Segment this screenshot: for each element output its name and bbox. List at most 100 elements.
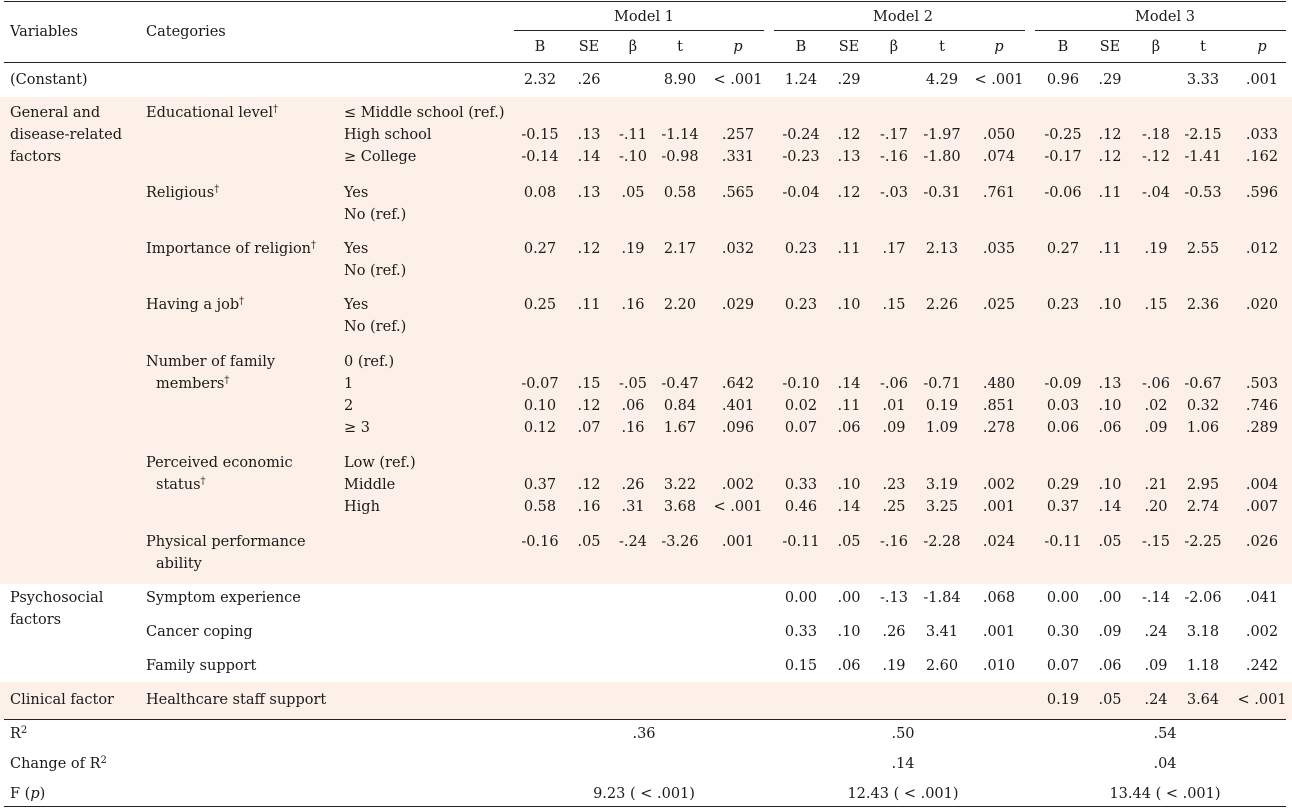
- value-cell: .020: [1245, 297, 1279, 313]
- superscript-mark: †: [224, 375, 230, 386]
- value-cell: .14: [837, 376, 861, 392]
- value-cell: 3.33: [1186, 72, 1220, 88]
- value-cell: .096: [721, 420, 755, 436]
- value-cell: .11: [1098, 241, 1122, 257]
- value-cell: 0.58: [523, 499, 557, 515]
- value-cell: .257: [721, 127, 755, 143]
- value-cell: 2.13: [925, 241, 959, 257]
- value-cell: 1.09: [925, 420, 959, 436]
- value-cell: 0.06: [1046, 420, 1080, 436]
- value-cell: 0.00: [784, 590, 818, 606]
- value-cell: < .001: [713, 72, 763, 88]
- group-label: disease-related: [10, 127, 122, 143]
- header-stat-t: t: [677, 39, 683, 55]
- header-stat-β: β: [889, 39, 899, 55]
- superscript-mark: †: [200, 476, 206, 487]
- value-cell: -0.04: [782, 185, 820, 201]
- value-cell: .15: [882, 297, 906, 313]
- summary-label: F (p): [10, 786, 46, 802]
- value-cell: 0.46: [784, 499, 818, 515]
- value-cell: .10: [1098, 398, 1122, 414]
- value-cell: -.13: [880, 590, 908, 606]
- header-stat-p: p: [1257, 39, 1267, 55]
- subcategory-label: ≥ College: [344, 149, 417, 165]
- value-cell: .15: [577, 376, 601, 392]
- value-cell: .10: [1098, 477, 1122, 493]
- value-cell: .09: [1144, 420, 1168, 436]
- shaded-band: [0, 682, 1292, 720]
- summary-value: .14: [891, 756, 915, 772]
- value-cell: .05: [621, 185, 645, 201]
- value-cell: -0.09: [1044, 376, 1082, 392]
- value-cell: .05: [1098, 534, 1122, 550]
- category-label: Family support: [146, 658, 257, 674]
- header-stat-se: SE: [578, 39, 600, 55]
- subcategory-label: 2: [344, 398, 354, 414]
- value-cell: .24: [1144, 692, 1168, 708]
- header-stat-β: β: [628, 39, 638, 55]
- category-label: Number of family: [146, 354, 276, 370]
- summary-value: .36: [632, 726, 656, 742]
- value-cell: -0.25: [1044, 127, 1082, 143]
- category-label: Cancer coping: [146, 624, 253, 640]
- subcategory-label: 1: [344, 376, 354, 392]
- value-cell: .11: [837, 398, 861, 414]
- summary-value: .04: [1153, 756, 1177, 772]
- value-cell: 0.32: [1186, 398, 1220, 414]
- value-cell: 4.29: [925, 72, 959, 88]
- value-cell: .12: [577, 477, 601, 493]
- value-cell: 3.25: [925, 499, 959, 515]
- value-cell: -.05: [619, 376, 647, 392]
- value-cell: -1.41: [1184, 149, 1222, 165]
- header-stat-se: SE: [838, 39, 860, 55]
- value-cell: .14: [837, 499, 861, 515]
- value-cell: < .001: [1237, 692, 1287, 708]
- value-cell: .13: [577, 127, 601, 143]
- value-cell: 0.07: [784, 420, 818, 436]
- value-cell: .12: [1098, 149, 1122, 165]
- subcategory-label: No (ref.): [344, 319, 407, 335]
- table-top-rule: [4, 1, 1286, 2]
- value-cell: .289: [1245, 420, 1279, 436]
- value-cell: 0.10: [523, 398, 557, 414]
- value-cell: .012: [1245, 241, 1279, 257]
- value-cell: .480: [982, 376, 1016, 392]
- value-cell: .13: [1098, 376, 1122, 392]
- value-cell: -.16: [880, 149, 908, 165]
- value-cell: .035: [982, 241, 1016, 257]
- value-cell: .331: [721, 149, 755, 165]
- value-cell: .11: [1098, 185, 1122, 201]
- value-cell: 2.17: [663, 241, 697, 257]
- value-cell: 2.74: [1186, 499, 1220, 515]
- value-cell: -.06: [880, 376, 908, 392]
- value-cell: .278: [982, 420, 1016, 436]
- value-cell: .16: [577, 499, 601, 515]
- value-cell: .007: [1245, 499, 1279, 515]
- group-label: factors: [10, 149, 62, 165]
- value-cell: -0.10: [782, 376, 820, 392]
- value-cell: -0.23: [782, 149, 820, 165]
- superscript-mark: †: [273, 104, 279, 115]
- category-label: members†: [156, 375, 230, 393]
- subcategory-label: ≤ Middle school (ref.): [344, 105, 505, 121]
- value-cell: 0.58: [663, 185, 697, 201]
- superscript-mark: †: [311, 240, 317, 251]
- subcategory-label: ≥ 3: [344, 420, 370, 436]
- value-cell: .002: [1245, 624, 1279, 640]
- value-cell: .06: [837, 658, 861, 674]
- value-cell: .11: [577, 297, 601, 313]
- value-cell: < .001: [974, 72, 1024, 88]
- value-cell: .19: [621, 241, 645, 257]
- value-cell: 2.32: [523, 72, 557, 88]
- value-cell: -2.28: [923, 534, 961, 550]
- group-label: (Constant): [10, 72, 88, 88]
- value-cell: 0.00: [1046, 590, 1080, 606]
- value-cell: .642: [721, 376, 755, 392]
- value-cell: .10: [1098, 297, 1122, 313]
- value-cell: .001: [982, 624, 1016, 640]
- summary-label: Change of R2: [10, 755, 107, 773]
- value-cell: .09: [1098, 624, 1122, 640]
- value-cell: .12: [837, 185, 861, 201]
- value-cell: .851: [982, 398, 1016, 414]
- superscript-mark: †: [239, 296, 245, 307]
